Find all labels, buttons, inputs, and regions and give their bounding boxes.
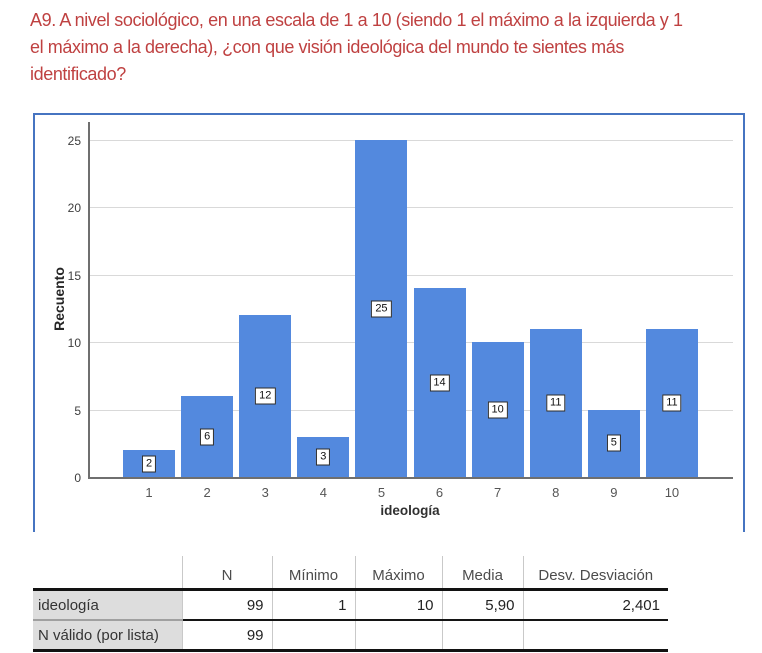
- x-axis-line: [88, 477, 733, 479]
- cell-n: 99: [181, 620, 272, 652]
- x-tick-label: 4: [319, 485, 327, 500]
- row-label: N válido (por lista): [33, 620, 182, 652]
- x-tick-label: 6: [435, 485, 444, 500]
- cell-media: 5,90: [441, 589, 523, 621]
- question-title-line-2: el máximo a la derecha), ¿con que visión…: [30, 37, 624, 57]
- y-tick-label: 15: [67, 268, 81, 283]
- cell-desv: 2,401: [522, 589, 668, 621]
- y-axis-line: [88, 122, 90, 477]
- col-header-maximo: Máximo: [354, 556, 442, 591]
- bar-value-label: 5: [606, 434, 621, 452]
- bar-value-label: 2: [141, 455, 157, 473]
- y-gridline: [90, 274, 733, 276]
- cell-desv: [522, 620, 668, 652]
- x-tick-label: 10: [664, 485, 680, 500]
- table-header-row: N Mínimo Máximo Media Desv. Desviación: [33, 556, 668, 591]
- col-header-n: N: [181, 556, 272, 591]
- y-tick-label: 10: [67, 336, 81, 351]
- bar-value-label: 6: [200, 428, 215, 446]
- question-title-line-1: A9. A nivel sociológico, en una escala d…: [30, 10, 683, 30]
- x-axis-title: ideología: [380, 503, 440, 518]
- bar-chart-frame: Recuento ideología 0 5 10 15 20 25 2 1 6 2 12 3 3 4 25…: [33, 113, 745, 532]
- cell-minimo: 1: [271, 589, 355, 621]
- y-gridline: [90, 342, 733, 344]
- cell-n: 99: [181, 589, 272, 621]
- cell-media: [441, 620, 523, 652]
- table-corner-cell: [33, 556, 182, 591]
- x-tick-label: 8: [552, 485, 560, 500]
- question-title-line-3: identificado?: [30, 64, 126, 84]
- cell-maximo: [354, 620, 442, 652]
- y-gridline: [90, 140, 733, 141]
- col-header-media: Media: [441, 556, 523, 591]
- y-tick-label: 5: [74, 403, 81, 418]
- bar-value-label: 10: [487, 401, 508, 419]
- y-tick-label: 0: [74, 471, 81, 485]
- row-label: ideología: [33, 589, 182, 621]
- x-tick-label: 1: [145, 485, 153, 500]
- bar-value-label: 11: [662, 394, 682, 412]
- table-row-n-valido: N válido (por lista) 99: [33, 620, 668, 652]
- col-header-minimo: Mínimo: [271, 556, 355, 591]
- y-gridline: [90, 207, 733, 209]
- x-tick-label: 3: [261, 485, 269, 500]
- col-header-desv: Desv. Desviación: [522, 556, 668, 591]
- bar-value-label: 25: [371, 300, 392, 317]
- cell-minimo: [271, 620, 355, 652]
- x-tick-label: 9: [610, 485, 618, 500]
- table-row-ideologia: ideología 99 1 10 5,90 2,401: [33, 589, 668, 621]
- x-tick-label: 7: [494, 485, 502, 500]
- y-tick-label: 25: [67, 134, 81, 148]
- cell-maximo: 10: [354, 589, 442, 621]
- bar-value-label: 12: [255, 387, 276, 405]
- x-tick-label: 2: [203, 485, 211, 500]
- y-tick-label: 20: [67, 201, 81, 216]
- x-tick-label: 5: [377, 485, 386, 500]
- descriptives-table: N Mínimo Máximo Media Desv. Desviación i…: [33, 556, 668, 652]
- bar-value-label: 3: [316, 448, 331, 466]
- bar-value-label: 11: [546, 394, 566, 412]
- question-title: A9. A nivel sociológico, en una escala d…: [30, 7, 762, 88]
- bar-value-label: 14: [429, 374, 450, 392]
- y-gridline: [90, 409, 733, 411]
